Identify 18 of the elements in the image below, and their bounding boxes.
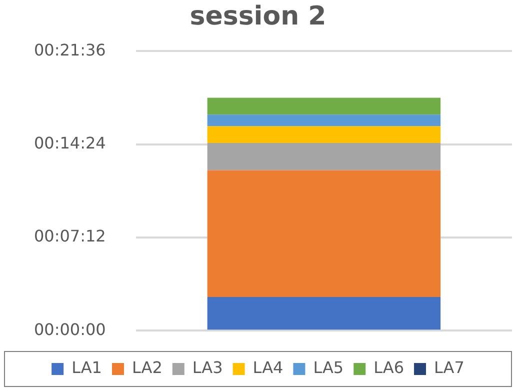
legend-label: LA3	[192, 358, 223, 378]
bar	[207, 114, 441, 126]
bar	[207, 143, 441, 170]
y-tick-label: 00:21:36	[34, 40, 106, 60]
y-tick-label: 00:00:00	[34, 320, 106, 339]
bar	[207, 98, 441, 115]
chart-title: session 2	[190, 1, 326, 32]
bar	[207, 296, 441, 330]
legend-label: LA4	[252, 358, 284, 378]
legend-label: LA7	[434, 358, 464, 378]
legend-label: LA6	[374, 358, 404, 378]
bar	[207, 170, 441, 297]
y-tick-label: 00:07:12	[34, 226, 106, 246]
y-tick-label: 00:14:24	[34, 133, 106, 152]
legend-label: LA5	[313, 358, 344, 378]
legend-label: LA2	[132, 358, 162, 378]
legend-label: LA1	[72, 358, 102, 378]
bar	[207, 126, 441, 144]
